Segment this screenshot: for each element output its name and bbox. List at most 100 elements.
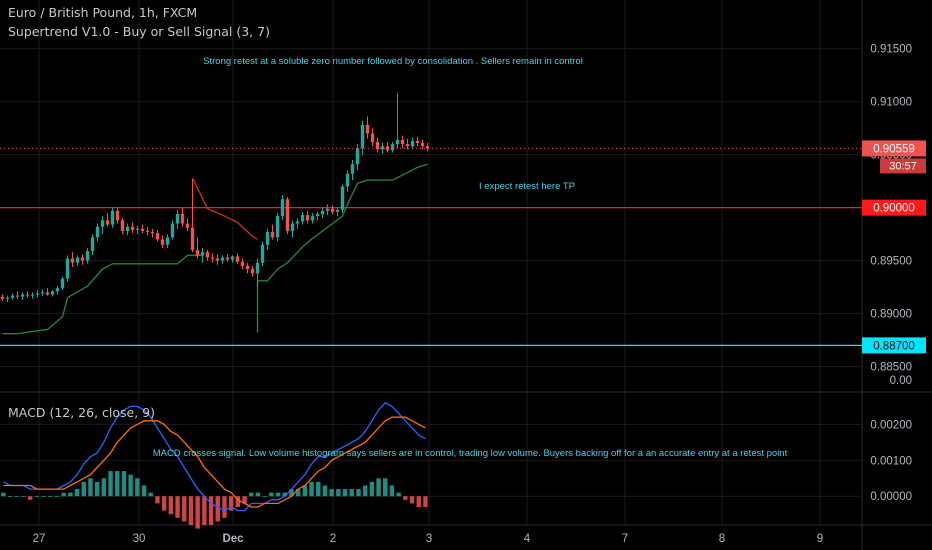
macd-histogram-bar (409, 496, 415, 504)
candle (145, 226, 150, 236)
macd-histogram-bar (423, 496, 428, 508)
candle-body (420, 143, 425, 147)
macd-histogram-bar (376, 478, 381, 497)
candle (420, 139, 425, 150)
symbol-title[interactable]: Euro / British Pound, 1h, FXCM (8, 5, 198, 20)
candle-body (320, 210, 325, 215)
current-price-label: 0.90559 (873, 143, 915, 155)
candle (50, 290, 55, 297)
candle-body (365, 125, 370, 134)
candle-body (105, 220, 110, 225)
macd-histogram-bar (175, 496, 180, 518)
macd-histogram-bar (356, 489, 361, 497)
candle-body (90, 237, 95, 252)
macd-histogram-bar (195, 496, 200, 529)
support-price-badge (862, 337, 926, 354)
macd-histogram-bar (282, 492, 287, 497)
candle (290, 220, 295, 238)
candle-body (0, 296, 5, 299)
candle-body (180, 214, 185, 224)
candle-body (300, 215, 305, 222)
candle (225, 254, 230, 262)
current-price-badge (862, 140, 926, 157)
candle (30, 292, 35, 299)
candle (105, 212, 110, 227)
candle (100, 216, 105, 235)
candle (345, 170, 350, 192)
candle (355, 144, 360, 171)
candle-body (25, 294, 30, 296)
candle (5, 295, 10, 302)
supertrend-legend[interactable]: Supertrend V1.0 - Buy or Sell Signal (3,… (8, 24, 270, 39)
macd-histogram-bar (135, 478, 140, 497)
macd-histogram-bar (61, 492, 66, 497)
candle (10, 293, 15, 300)
macd-histogram-bar (101, 478, 107, 497)
candle-body (250, 269, 255, 274)
candle-body (175, 214, 180, 224)
candle (270, 224, 275, 240)
macd-histogram-bar (108, 471, 113, 497)
time-tick-label: 2 (330, 533, 336, 545)
price-tick-label: 0.91000 (870, 97, 912, 109)
candle (95, 223, 100, 242)
macd-legend[interactable]: MACD (12, 26, close, 9) (8, 405, 155, 420)
candle-body (260, 244, 265, 263)
time-tick-label: 7 (622, 533, 628, 545)
candle (110, 207, 115, 228)
macd-histogram-bar (289, 489, 294, 497)
candle-body (330, 208, 335, 212)
candle-body (160, 239, 165, 245)
candle (120, 218, 125, 235)
countdown-badge (880, 158, 926, 174)
candle (195, 237, 200, 259)
candle (220, 255, 225, 264)
macd-histogram-bar (128, 474, 133, 497)
candle (160, 235, 165, 248)
macd-histogram-bar (322, 485, 328, 497)
candle-body (220, 257, 225, 261)
candle-body (240, 261, 245, 266)
candle (90, 234, 95, 256)
candle-body (70, 258, 75, 263)
candle (175, 209, 180, 229)
macd-histogram-bar (48, 496, 53, 498)
candle-body (5, 297, 10, 299)
candle-body (85, 251, 90, 261)
macd-histogram-bar (41, 496, 46, 498)
candle-body (400, 139, 405, 145)
macd-histogram-bar (369, 481, 375, 497)
candle-body (375, 141, 380, 150)
countdown-label: 30:57 (889, 160, 917, 172)
candle (265, 228, 270, 251)
candle-body (295, 221, 300, 224)
supertrend-up-line (256, 163, 428, 333)
candle-body (345, 173, 350, 187)
candle (325, 204, 330, 216)
price-tick-label: 0.00 (890, 375, 912, 387)
candle-body (15, 295, 20, 297)
annotation-tp-note: I expect retest here TP (479, 181, 575, 192)
candle (65, 255, 70, 282)
candle-body (200, 252, 205, 256)
supertrend-up-line (2, 254, 203, 335)
candle (380, 143, 385, 154)
annotation-retest-note: Strong retest at a soluble zero number f… (203, 56, 583, 67)
macd-histogram-bar (14, 496, 19, 498)
macd-histogram-bar (188, 496, 194, 525)
candle (45, 288, 50, 296)
macd-histogram-bar (68, 492, 73, 497)
candle (15, 291, 20, 299)
candle (0, 294, 5, 301)
candle-body (30, 294, 35, 296)
candle-body (245, 265, 250, 270)
candle-body (405, 144, 410, 147)
time-tick-label: 8 (719, 533, 725, 545)
candle-body (20, 294, 25, 297)
candle-body (415, 140, 420, 144)
macd-histogram-bar (269, 492, 274, 497)
candle (305, 210, 310, 224)
candle-body (75, 257, 80, 263)
macd-histogram-bar (383, 478, 388, 497)
